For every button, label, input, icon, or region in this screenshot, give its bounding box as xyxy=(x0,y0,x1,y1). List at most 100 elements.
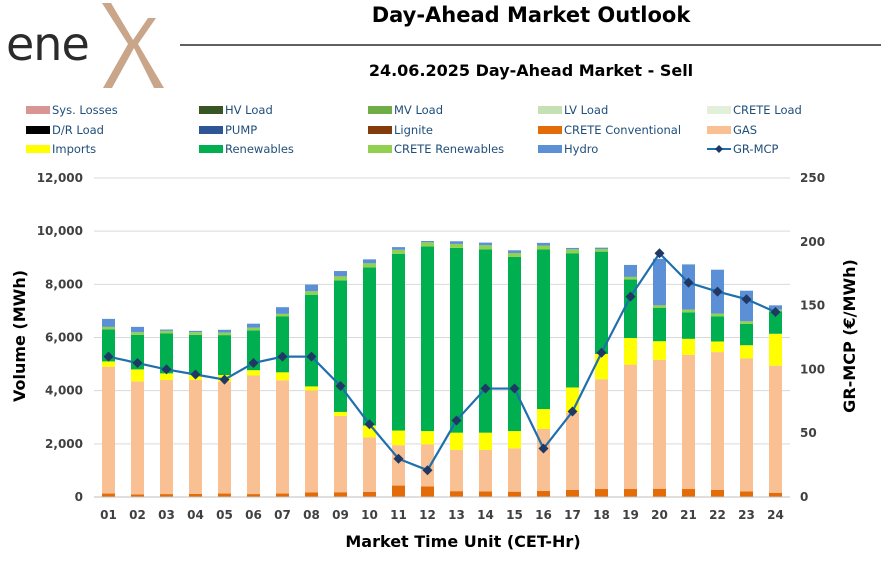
bar-segment xyxy=(131,494,144,497)
bar-segment xyxy=(595,247,608,249)
x-tick-label: 02 xyxy=(129,508,146,522)
logo-text: ene xyxy=(6,17,89,71)
legend-label: Sys. Losses xyxy=(52,103,118,117)
y-axis-right-title: GR-MCP (€/MWh) xyxy=(840,259,859,413)
bar-segment xyxy=(537,242,550,246)
mcp-point xyxy=(741,294,752,305)
legend-swatch xyxy=(707,106,731,114)
bar-segment xyxy=(160,329,173,331)
bar-segment xyxy=(160,330,173,334)
legend-swatch xyxy=(26,126,50,134)
mcp-point xyxy=(132,358,143,369)
bar-segment xyxy=(189,332,202,335)
bar-segment xyxy=(653,305,666,308)
bar-segment xyxy=(653,307,666,342)
bar-segment xyxy=(218,332,231,336)
bar-segment xyxy=(131,381,144,495)
mcp-point xyxy=(625,291,636,302)
bar-segment xyxy=(595,379,608,490)
x-tick-label: 09 xyxy=(332,508,349,522)
x-tick-label: 14 xyxy=(477,508,494,522)
mcp-point xyxy=(161,364,172,375)
bar-segment xyxy=(508,250,521,253)
y-left-tick-label: 0 xyxy=(75,490,83,504)
x-tick-label: 15 xyxy=(506,508,523,522)
bar-segment xyxy=(508,448,521,492)
x-tick-label: 24 xyxy=(767,508,784,522)
axis-layer: 02,0004,0006,0008,00010,00012,0000501001… xyxy=(37,171,825,522)
bar-segment xyxy=(566,412,579,490)
bar-segment xyxy=(740,323,753,346)
bar-segment xyxy=(363,259,376,264)
bar-segment xyxy=(247,330,260,371)
legend-swatch xyxy=(538,145,562,153)
bar-segment xyxy=(218,381,231,494)
bar-segment xyxy=(276,380,289,494)
bar-segment xyxy=(682,312,695,339)
bar-segment xyxy=(392,430,405,446)
bar-segment xyxy=(769,311,782,334)
bar-segment xyxy=(624,279,637,339)
mcp-point xyxy=(393,453,404,464)
bar-segment xyxy=(392,485,405,497)
legend-label: Hydro xyxy=(564,142,598,156)
bar-segment xyxy=(392,249,405,254)
x-tick-label: 16 xyxy=(535,508,552,522)
y-right-tick-label: 100 xyxy=(800,362,825,376)
x-tick-label: 18 xyxy=(593,508,610,522)
bar-segment xyxy=(595,489,608,497)
bar-segment xyxy=(682,489,695,497)
mcp-point xyxy=(654,248,665,259)
bar-segment xyxy=(102,493,115,497)
legend-swatch xyxy=(26,106,50,114)
legend-label: Imports xyxy=(52,142,96,156)
bar-segment xyxy=(624,276,637,280)
bar-segment xyxy=(247,327,260,331)
bar-segment xyxy=(363,263,376,268)
bar-segment xyxy=(305,284,318,292)
mcp-point xyxy=(567,406,578,417)
bar-segment xyxy=(450,241,463,244)
bar-segment xyxy=(421,241,434,243)
page-title: Day-Ahead Market Outlook xyxy=(372,3,692,27)
y-right-tick-label: 150 xyxy=(800,299,825,313)
bar-segment xyxy=(247,375,260,495)
bar-segment xyxy=(189,380,202,494)
bar-segment xyxy=(276,372,289,381)
bar-segment xyxy=(247,370,260,376)
bar-segment xyxy=(131,369,144,382)
bar-segment xyxy=(711,316,724,342)
bar-segment xyxy=(769,365,782,493)
x-tick-label: 03 xyxy=(158,508,175,522)
legend-swatch xyxy=(538,126,562,134)
bar-segment xyxy=(131,326,144,333)
bar-segment xyxy=(653,258,666,306)
bar-segment xyxy=(769,492,782,497)
mcp-point xyxy=(219,374,230,385)
bar-segment xyxy=(653,488,666,497)
legend-label: GR-MCP xyxy=(733,142,779,156)
bar-segment xyxy=(102,318,115,327)
mcp-point xyxy=(480,383,491,394)
y-right-tick-label: 0 xyxy=(800,490,808,504)
bar-segment xyxy=(450,432,463,450)
x-tick-label: 11 xyxy=(390,508,407,522)
chart-legend: Sys. Losses HV Load MV Load LV Load CRETE Lo… xyxy=(26,103,802,156)
mcp-line xyxy=(108,251,776,472)
bar-segment xyxy=(160,333,173,374)
y-right-tick-label: 50 xyxy=(800,426,817,440)
bar-segment xyxy=(305,390,318,493)
legend-label: GAS xyxy=(733,123,757,137)
bar-segment xyxy=(769,333,782,366)
mcp-point xyxy=(335,380,346,391)
legend-label: Lignite xyxy=(394,123,433,137)
bar-segment xyxy=(247,494,260,497)
legend-swatch xyxy=(199,145,223,153)
bar-segment xyxy=(566,247,579,250)
bar-segment xyxy=(189,330,202,333)
bar-segment xyxy=(508,256,521,432)
x-tick-label: 20 xyxy=(651,508,668,522)
bar-segment xyxy=(421,431,434,445)
x-tick-label: 21 xyxy=(680,508,697,522)
